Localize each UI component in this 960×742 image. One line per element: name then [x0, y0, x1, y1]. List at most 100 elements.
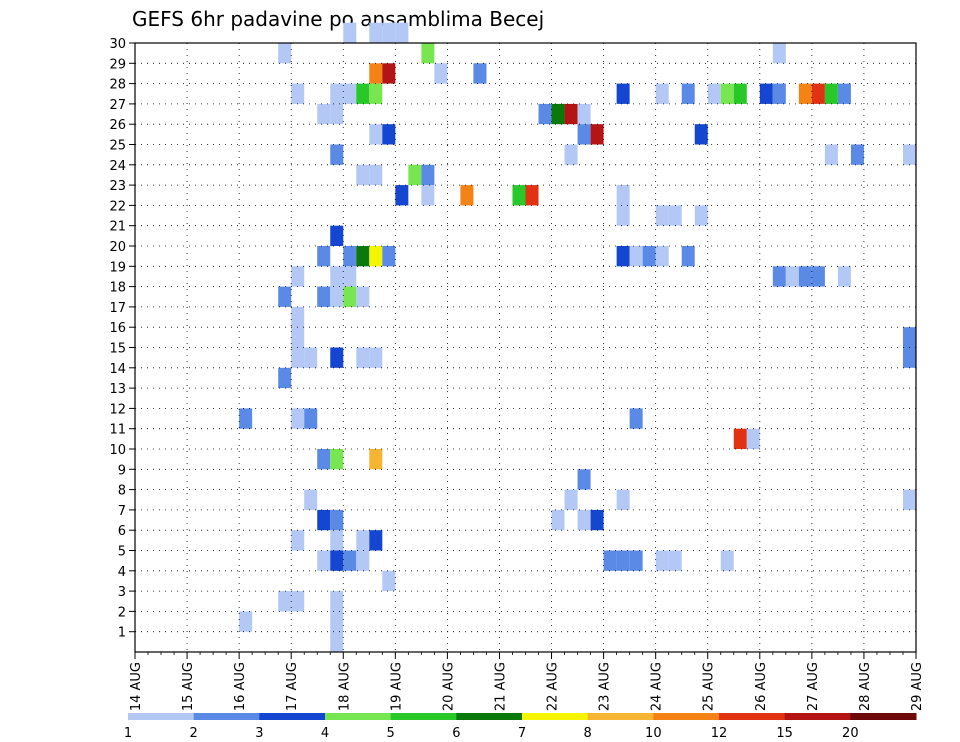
y-axis: 1234567891011121314151617181920212223242… [109, 37, 135, 641]
heatmap-cell [837, 266, 851, 287]
colorbar-label: 5 [387, 726, 395, 741]
heatmap-cell [824, 83, 838, 104]
y-tick-label: 22 [109, 199, 126, 214]
y-tick-label: 30 [109, 37, 126, 52]
y-tick-label: 16 [109, 321, 126, 336]
heatmap-cell [707, 83, 721, 104]
heatmap-cell [668, 205, 682, 226]
colorbar-swatch [456, 713, 523, 720]
heatmap-cell [434, 63, 448, 84]
heatmap-cell [733, 428, 747, 449]
colorbar-label: 20 [842, 726, 859, 741]
heatmap-cell [577, 103, 591, 125]
heatmap-cell [291, 266, 305, 287]
heatmap-cell [616, 205, 630, 226]
heatmap-cell [291, 327, 305, 348]
heatmap-cell [902, 347, 916, 368]
y-tick-label: 23 [109, 179, 126, 194]
heatmap-cell [317, 286, 331, 307]
x-tick-label: 24 AUG [650, 662, 665, 711]
heatmap-cell [291, 530, 305, 551]
heatmap-cell [356, 347, 370, 368]
heatmap-cell [356, 246, 370, 267]
heatmap-cell [603, 550, 617, 571]
heatmap-cell [291, 347, 305, 368]
heatmap-cell [655, 83, 669, 104]
heatmap-cell [551, 509, 565, 531]
y-tick-label: 25 [109, 139, 126, 154]
heatmap-cell [239, 611, 253, 632]
chart-title: GEFS 6hr padavine po ansamblima Becej [132, 7, 544, 31]
colorbar-label: 6 [452, 726, 460, 741]
heatmap-cell [902, 327, 916, 348]
colorbar-swatch [587, 713, 654, 720]
heatmap-cell [655, 205, 669, 226]
y-tick-label: 6 [118, 524, 126, 539]
heatmap-cell [291, 306, 305, 328]
data-cells [239, 22, 916, 652]
heatmap-cell [369, 530, 383, 551]
colorbar-swatch [653, 713, 720, 720]
heatmap-cell [343, 266, 357, 287]
colorbar-swatch [259, 713, 326, 720]
y-tick-label: 21 [109, 220, 126, 235]
y-tick-label: 5 [118, 545, 126, 560]
heatmap-cell [564, 103, 578, 125]
y-tick-label: 4 [118, 565, 126, 580]
heatmap-cell [681, 83, 695, 104]
y-tick-label: 11 [109, 423, 126, 438]
heatmap-cell [369, 124, 383, 145]
heatmap-cell [369, 347, 383, 368]
y-tick-label: 8 [118, 484, 126, 499]
y-tick-label: 29 [109, 57, 126, 72]
heatmap-cell [330, 103, 344, 125]
heatmap-cell [369, 449, 383, 470]
colorbar-swatch [719, 713, 786, 720]
heatmap-cell [356, 530, 370, 551]
heatmap-cell [330, 530, 344, 551]
heatmap-cell [681, 246, 695, 267]
heatmap-cell [369, 22, 383, 43]
heatmap-cell [577, 509, 591, 531]
heatmap-cell [629, 246, 643, 267]
colorbar-swatch [784, 713, 851, 720]
heatmap-cell [694, 124, 708, 145]
y-tick-label: 3 [118, 585, 126, 600]
x-tick-label: 23 AUG [598, 662, 613, 711]
heatmap-cell [902, 489, 916, 510]
heatmap-cell [382, 22, 396, 43]
colorbar-swatch [193, 713, 260, 720]
colorbar-label: 15 [776, 726, 793, 741]
heatmap-cell [356, 164, 370, 186]
heatmap-cell [239, 408, 253, 429]
x-tick-label: 14 AUG [129, 662, 144, 711]
heatmap-cell [369, 63, 383, 84]
heatmap-cell [590, 124, 604, 145]
x-tick-label: 25 AUG [702, 662, 717, 711]
heatmap-cell [330, 266, 344, 287]
x-tick-label: 17 AUG [285, 662, 300, 711]
heatmap-cell [395, 22, 409, 43]
colorbar-label: 12 [711, 726, 728, 741]
heatmap-cell [421, 164, 435, 186]
colorbar-swatch [850, 713, 917, 720]
heatmap-cell [395, 185, 409, 206]
x-axis: 14 AUG 15 AUG 16 AUG 17 AUG 18 AUG 19 AUG 20 A… [129, 652, 925, 711]
heatmap-cell [278, 286, 292, 307]
heatmap-cell [785, 266, 799, 287]
heatmap-cell [772, 43, 786, 64]
heatmap-cell [720, 550, 734, 571]
heatmap-cell [655, 246, 669, 267]
heatmap-cell [382, 63, 396, 84]
heatmap-cell [330, 631, 344, 652]
colorbar-swatch [128, 713, 195, 720]
heatmap-cell [291, 591, 305, 612]
colorbar-swatch [390, 713, 457, 720]
heatmap-cell [278, 43, 292, 64]
grid-lines [135, 43, 916, 652]
heatmap-cell [330, 509, 344, 531]
heatmap-cell [733, 83, 747, 104]
heatmap-cell [304, 347, 318, 368]
heatmap-cell [382, 124, 396, 145]
heatmap-cell [330, 347, 344, 368]
